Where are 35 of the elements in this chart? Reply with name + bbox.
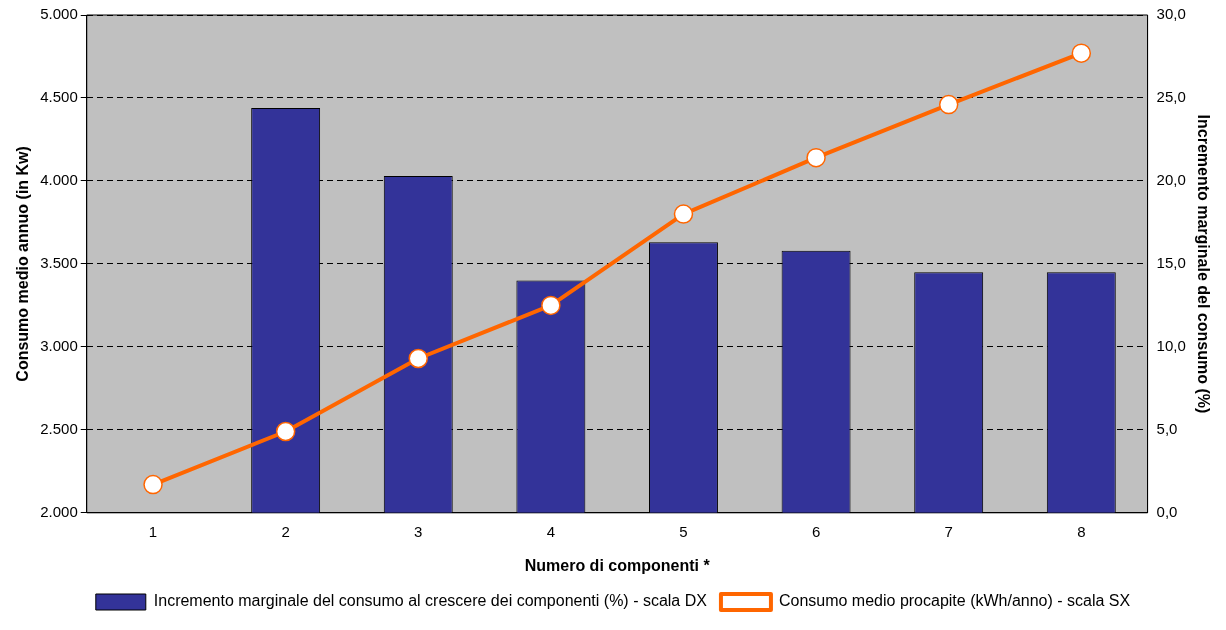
x-tick-label: 1 (148, 522, 158, 540)
y2-tick-label: 10,0 (1156, 337, 1186, 355)
legend-label: Incremento marginale del consumo al crescere dei componenti (%) - scala DX (153, 592, 708, 610)
y2-tick-label: 25,0 (1156, 88, 1186, 106)
y-tick-label: 4.500 (40, 88, 78, 106)
y2-tick-label: 20,0 (1156, 171, 1186, 189)
y2-tick-label: 30,0 (1156, 5, 1186, 23)
y2-tick-label: 5,0 (1156, 419, 1178, 437)
point (938, 94, 959, 115)
y-tick-label: 5.000 (40, 5, 78, 23)
y-axis-title: Consumo medio annuo (in Kw) (14, 146, 32, 382)
y-tick-label: 4.000 (40, 171, 78, 189)
point (806, 147, 826, 168)
point (541, 295, 561, 316)
y-tick-label: 3.500 (40, 254, 78, 272)
x-tick-label: 6 (811, 522, 821, 540)
x-tick-label: 3 (414, 522, 423, 540)
x-tick-label: 7 (944, 522, 953, 540)
x-tick-label: 4 (546, 522, 556, 540)
y2-tick-label: 15,0 (1156, 254, 1186, 272)
x-tick-label: 2 (281, 522, 290, 540)
y2-tick-label: 0,0 (1156, 502, 1178, 520)
y-tick-label: 3.000 (40, 337, 78, 355)
x-tick-label: 8 (1077, 522, 1086, 540)
point (143, 474, 163, 495)
y-tick-label: 2.500 (40, 419, 78, 437)
point (275, 421, 296, 442)
y-tick-label: 2.000 (40, 502, 78, 520)
point (408, 348, 429, 369)
point (1071, 43, 1092, 63)
x-axis-title: Numero di componenti * (524, 556, 711, 574)
legend-label: Consumo medio procapite (kWh/anno) - scala SX (778, 592, 1131, 610)
point (673, 204, 694, 224)
x-tick-label: 5 (679, 522, 688, 540)
y2-axis-title: Incremento marginale del consumo (%) (1194, 114, 1212, 414)
